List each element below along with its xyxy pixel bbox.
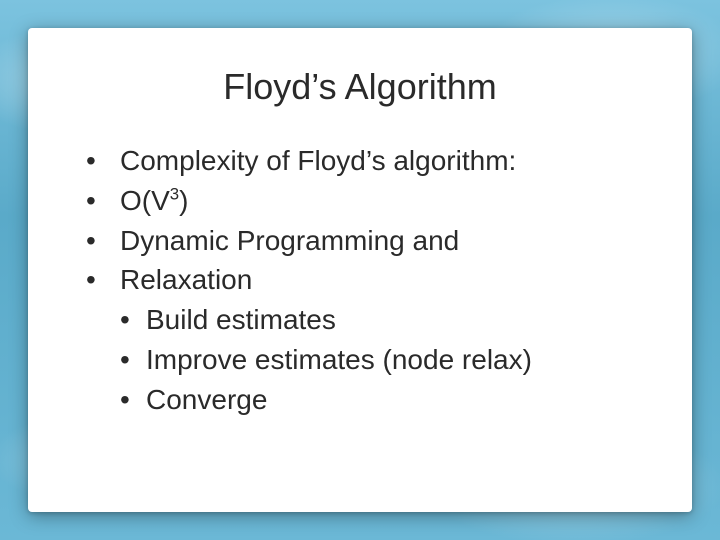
list-item: Improve estimates (node relax) xyxy=(120,341,652,379)
bullet-text-post: ) xyxy=(179,185,188,216)
bullet-text: Converge xyxy=(146,384,267,415)
bullet-text: Relaxation xyxy=(120,264,252,295)
sub-bullet-list: Build estimates Improve estimates (node … xyxy=(120,301,652,418)
bullet-text: Complexity of Floyd’s algorithm: xyxy=(120,145,516,176)
list-item: Converge xyxy=(120,381,652,419)
list-item: Dynamic Programming and xyxy=(86,222,652,260)
list-item: Relaxation Build estimates Improve estim… xyxy=(86,261,652,418)
bullet-superscript: 3 xyxy=(170,184,179,203)
bullet-list: Complexity of Floyd’s algorithm: O(V3) D… xyxy=(86,142,652,419)
bullet-text: Improve estimates (node relax) xyxy=(146,344,532,375)
list-item: O(V3) xyxy=(86,182,652,220)
slide-card: Floyd’s Algorithm Complexity of Floyd’s … xyxy=(28,28,692,512)
bullet-text: Build estimates xyxy=(146,304,336,335)
list-item: Build estimates xyxy=(120,301,652,339)
slide-body: Complexity of Floyd’s algorithm: O(V3) D… xyxy=(68,142,652,419)
bullet-text: Dynamic Programming and xyxy=(120,225,459,256)
slide-title: Floyd’s Algorithm xyxy=(68,66,652,108)
bullet-text-pre: O(V xyxy=(120,185,170,216)
list-item: Complexity of Floyd’s algorithm: xyxy=(86,142,652,180)
